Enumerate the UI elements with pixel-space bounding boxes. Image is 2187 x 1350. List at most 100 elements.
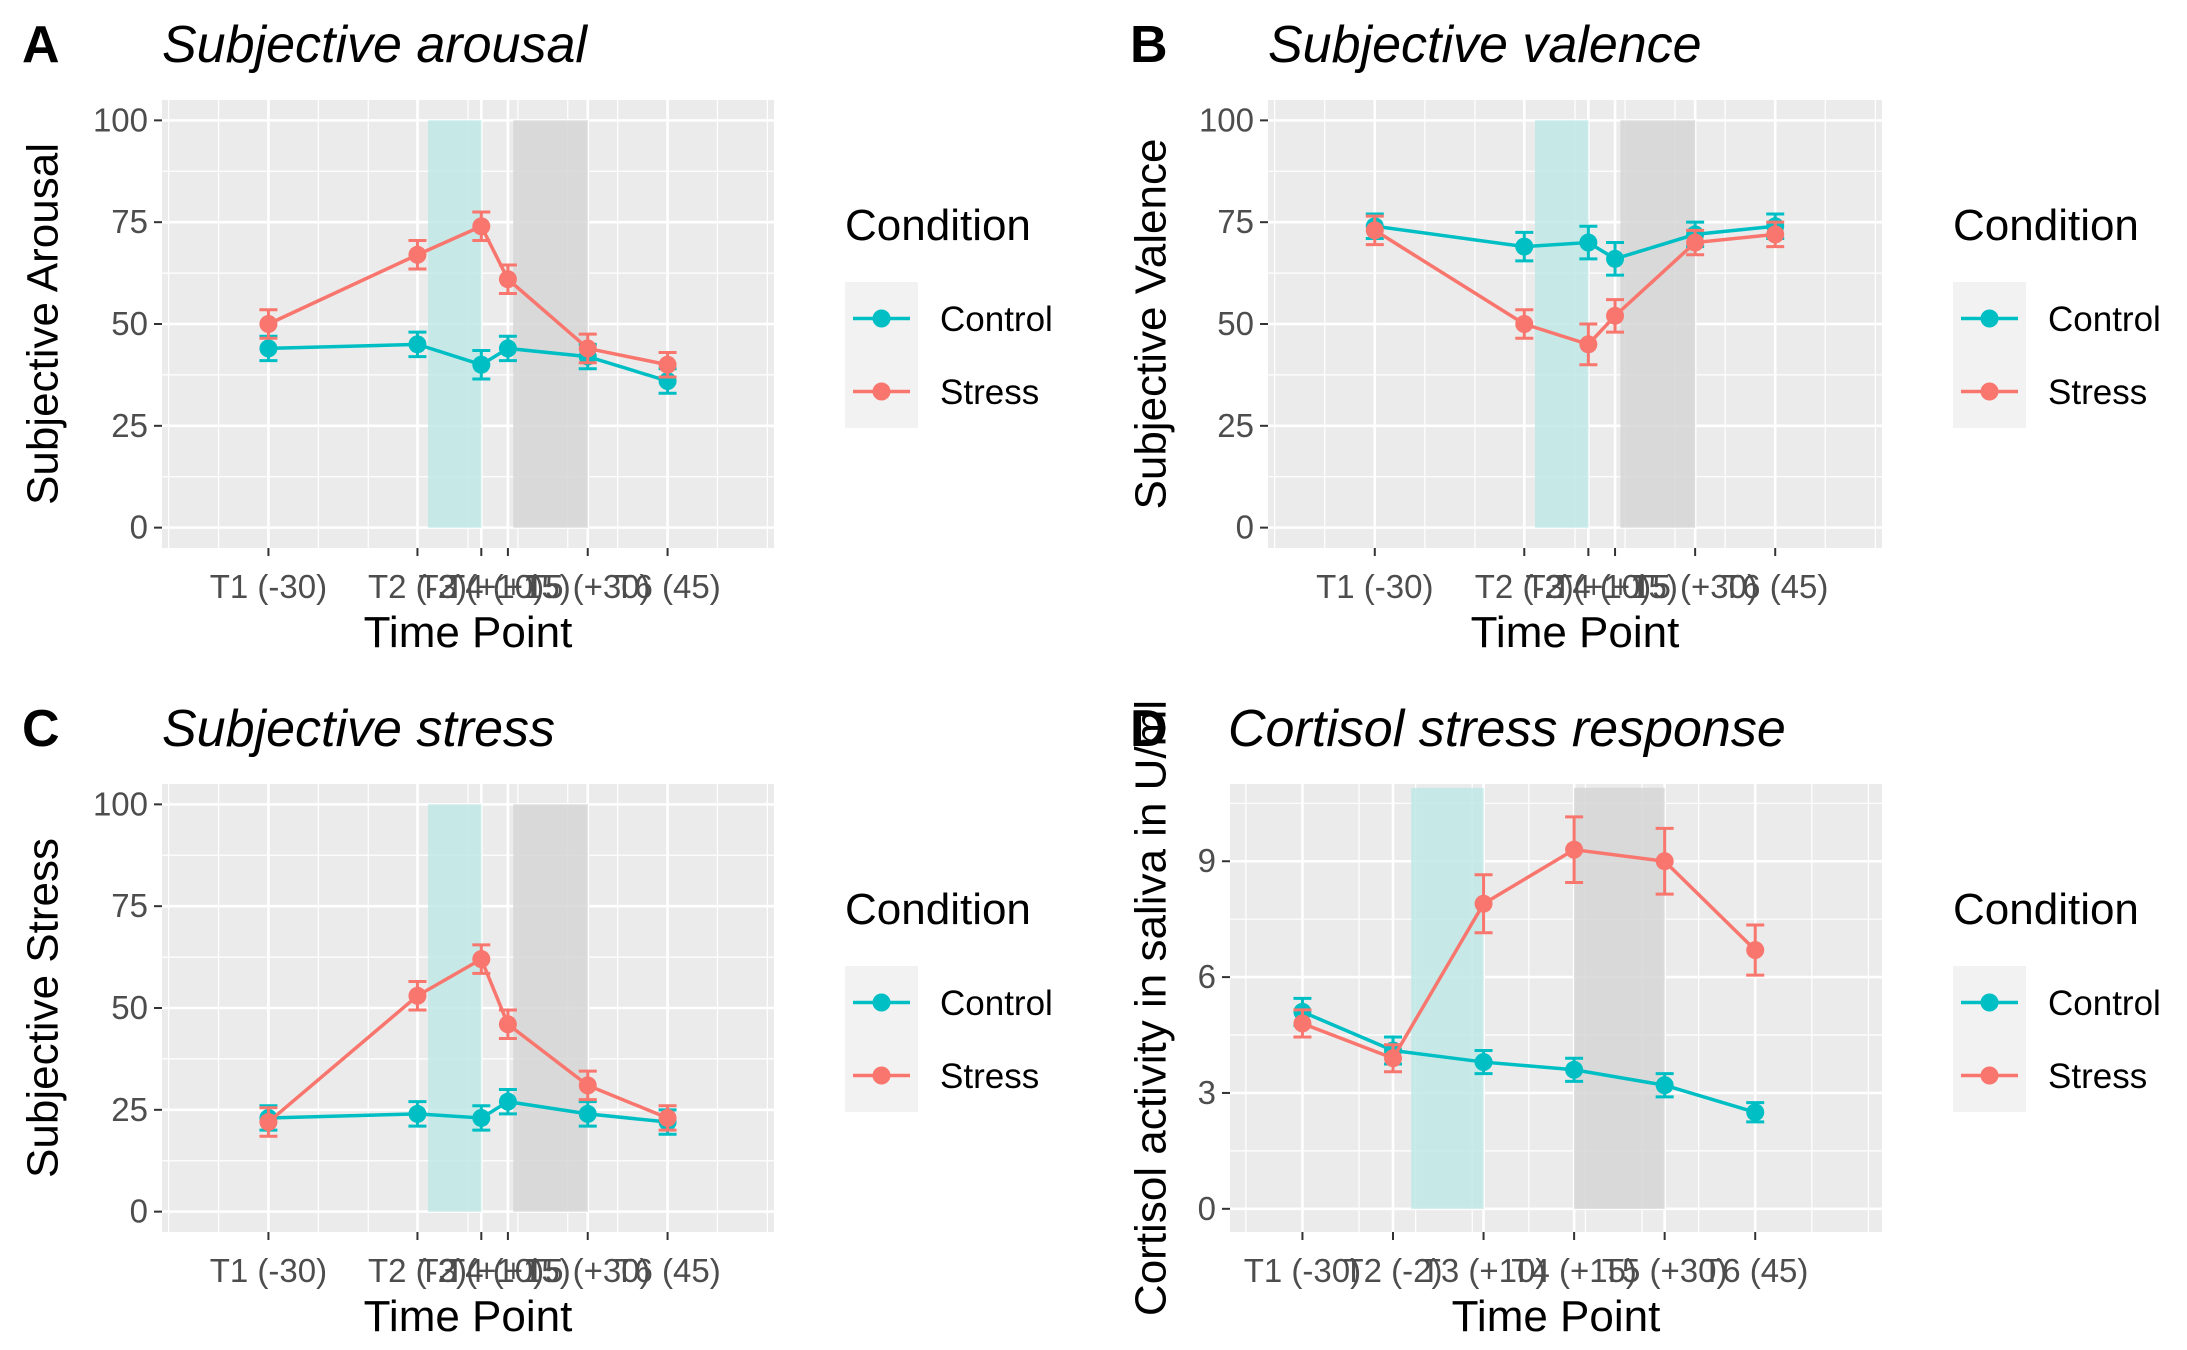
shaded-region-stress-task	[1411, 787, 1484, 1209]
legend-title: Condition	[845, 201, 1031, 250]
panel-c: 0 25 50 75 100 T1 (-30) T2 (-2)T3 (+10)T4 (+15…	[18, 700, 1052, 1341]
x-tick-label: T4 (+15)	[1511, 1252, 1637, 1289]
legend-key-point	[1980, 309, 1999, 328]
y-tick-label: 100	[93, 101, 148, 138]
data-point-stress	[658, 1108, 677, 1127]
x-axis-label: Time Point	[364, 608, 573, 657]
data-point-stress	[1384, 1049, 1402, 1068]
x-tick-label: T2 (-2)	[1475, 568, 1574, 605]
legend-label-stress: Stress	[2048, 373, 2147, 412]
data-point-stress	[1565, 840, 1584, 859]
series-line-stress	[1301, 847, 1757, 1061]
legend-key-point	[872, 1066, 891, 1085]
x-tick-label: T3 (+10)	[1421, 1252, 1547, 1289]
data-point-stress	[1746, 941, 1765, 960]
data-point-stress	[1515, 315, 1534, 333]
data-point-stress	[1474, 894, 1493, 913]
legend: Condition Control Stress	[845, 201, 1053, 428]
y-tick-label: 0	[130, 1193, 148, 1230]
legend: Condition Control Stress	[1953, 885, 2161, 1112]
y-tick-label: 3	[1198, 1074, 1216, 1111]
data-point-stress	[1579, 335, 1598, 354]
x-tick-label: T5 (+30)	[525, 1252, 651, 1289]
x-tick-label: T3 (+10)	[418, 568, 544, 605]
legend-label-control: Control	[2048, 300, 2161, 339]
y-tick-label: 6	[1198, 958, 1216, 995]
x-tick-label: T6 (45)	[614, 568, 720, 605]
x-tick-label: T3 (+10)	[418, 1252, 544, 1289]
y-tick-label: 75	[111, 887, 148, 924]
x-tick-label: T4 (+15)	[445, 568, 571, 605]
data-point-control	[1565, 1060, 1584, 1079]
data-point-stress	[578, 1076, 597, 1095]
y-axis-label: Subjective Stress	[18, 838, 67, 1178]
series-line-control	[1374, 224, 1776, 261]
legend-key-point	[1980, 382, 1999, 401]
series-line-stress	[267, 223, 668, 367]
plot-background	[1230, 784, 1882, 1232]
legend-key-point	[1980, 993, 1999, 1012]
shaded-region-stress-task	[428, 804, 482, 1212]
y-tick-label: 25	[111, 1091, 148, 1128]
y-tick-label: 9	[1198, 842, 1216, 879]
data-point-stress	[408, 245, 427, 264]
data-point-stress	[1365, 221, 1384, 240]
panel-title: Subjective stress	[162, 700, 555, 758]
series-line-control	[268, 342, 669, 383]
data-point-stress	[1293, 1014, 1312, 1033]
series-line-stress	[267, 956, 669, 1124]
x-tick-label: T5 (+30)	[525, 568, 651, 605]
legend-key-point	[1980, 1066, 1999, 1085]
panel-title: Subjective valence	[1268, 16, 1702, 74]
series-line-control	[268, 1099, 668, 1124]
y-tick-label: 75	[1217, 203, 1254, 240]
y-tick-label: 100	[1199, 101, 1254, 138]
x-tick-label: T6 (45)	[1702, 1252, 1808, 1289]
data-point-stress	[578, 339, 597, 358]
x-tick-label: T5 (+30)	[1602, 1252, 1728, 1289]
data-point-stress	[259, 1113, 278, 1132]
y-axis-label: Subjective Valence	[1126, 139, 1175, 510]
data-point-control	[1655, 1076, 1674, 1095]
y-tick-label: 50	[111, 989, 148, 1026]
y-tick-label: 100	[93, 785, 148, 822]
data-point-control	[472, 355, 491, 374]
data-point-control	[259, 339, 278, 358]
shaded-region-recovery	[1620, 120, 1696, 528]
legend-label-stress: Stress	[940, 1057, 1039, 1096]
series-line-control	[1301, 1010, 1756, 1114]
y-tick-label: 50	[1217, 305, 1254, 342]
data-point-stress	[1766, 225, 1785, 244]
data-point-stress	[472, 217, 491, 236]
data-point-control	[472, 1108, 491, 1127]
legend: Condition Control Stress	[1953, 201, 2161, 428]
data-point-control	[498, 1092, 517, 1111]
data-point-control	[408, 335, 427, 354]
panel-tag: B	[1130, 16, 1168, 74]
panel-title: Subjective arousal	[162, 16, 588, 74]
y-tick-label: 0	[130, 509, 148, 546]
panel-tag: A	[22, 16, 60, 74]
legend-title: Condition	[1953, 885, 2139, 934]
x-tick-label: T3 (+10)	[1526, 568, 1652, 605]
x-tick-label: T6 (45)	[614, 1252, 720, 1289]
y-tick-label: 0	[1236, 509, 1254, 546]
data-point-stress	[408, 986, 427, 1005]
data-point-stress	[498, 270, 517, 289]
legend-label-control: Control	[940, 984, 1053, 1023]
panel-d: 0 3 6 9 T1 (-30)T2 (-2)T3 (+10)T4 (+15)T5 (+…	[1126, 700, 2160, 1341]
legend-key-point	[872, 309, 891, 328]
data-point-stress	[498, 1015, 517, 1034]
data-point-control	[1579, 233, 1598, 252]
data-point-control	[1746, 1103, 1765, 1122]
x-tick-label: T1 (-30)	[210, 568, 327, 605]
y-tick-label: 25	[111, 407, 148, 444]
legend-label-control: Control	[2048, 984, 2161, 1023]
panel-a: 0 25 50 75 100 T1 (-30) T2 (-2)T3 (+10)T4 (+15…	[18, 16, 1052, 657]
series-line-stress	[1373, 228, 1776, 347]
x-axis-label: Time Point	[364, 1292, 573, 1341]
shaded-region-recovery	[513, 804, 588, 1212]
x-tick-label: T1 (-30)	[1316, 568, 1433, 605]
x-tick-label: T1 (-30)	[210, 1252, 327, 1289]
